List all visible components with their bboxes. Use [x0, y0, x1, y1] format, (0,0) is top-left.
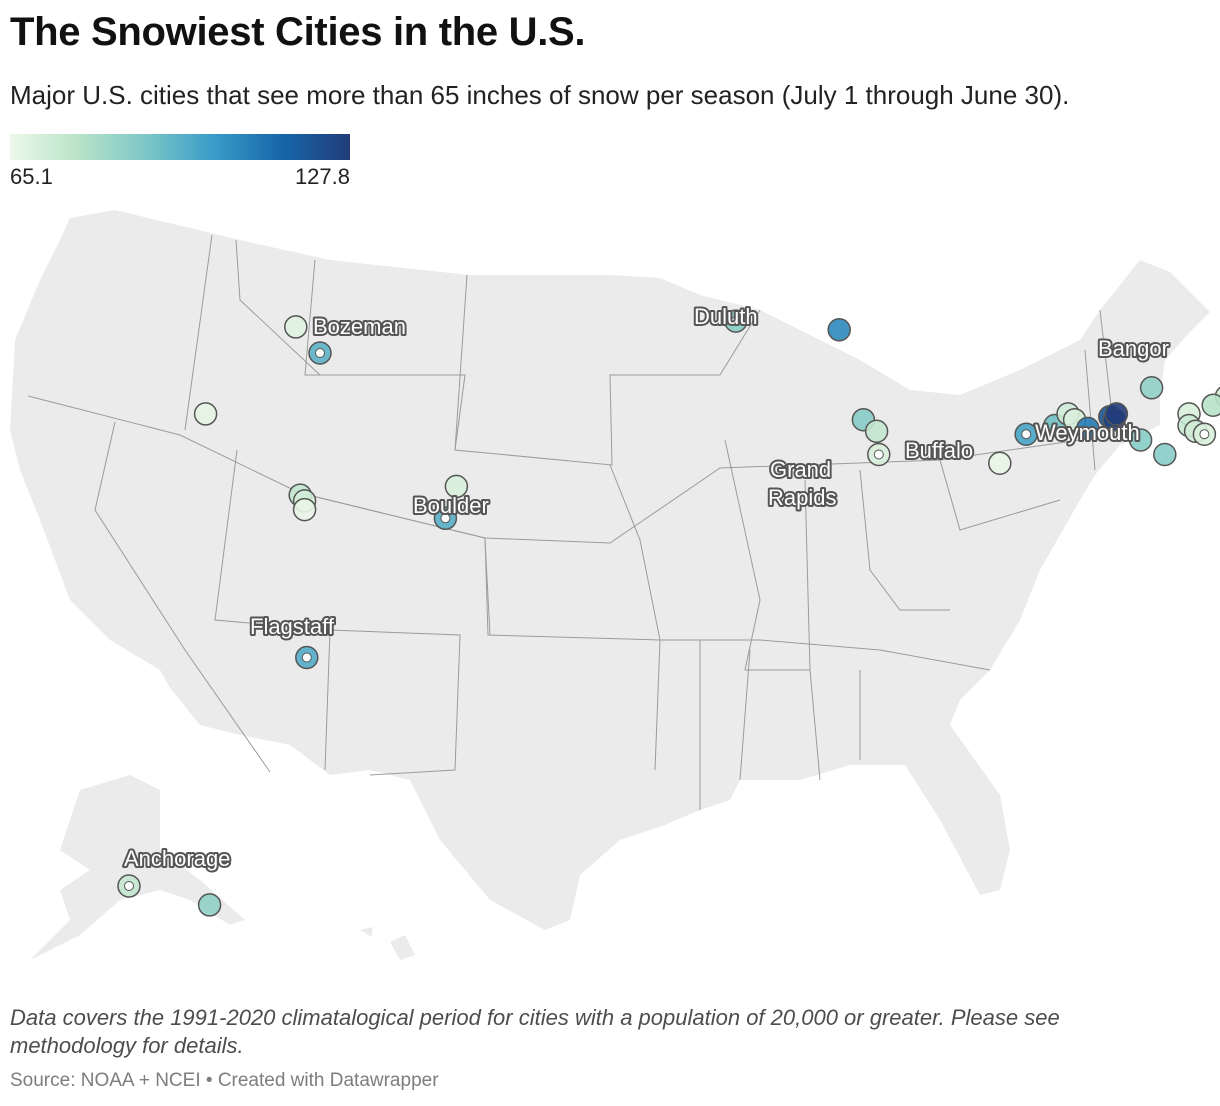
- city-marker[interactable]: [1076, 416, 1100, 441]
- city-marker[interactable]: [444, 474, 469, 499]
- city-marker[interactable]: [284, 315, 308, 339]
- legend-min-label: 65.1: [10, 164, 53, 189]
- color-legend: 65.1 127.8: [10, 134, 350, 189]
- footnote: Data covers the 1991-2020 climatalogical…: [10, 1005, 1060, 1058]
- hawaii-shape: [360, 927, 415, 960]
- labeled-city-dot: [873, 449, 884, 460]
- labeled-city-dot: [301, 652, 312, 663]
- city-label-buffalo: Buffalo: [905, 438, 973, 463]
- us-map: Bozeman Duluth Bangor Weymouth Buffalo G…: [10, 210, 1220, 960]
- city-marker[interactable]: [1201, 393, 1220, 417]
- city-label-boulder: Boulder: [413, 493, 489, 518]
- city-marker[interactable]: [864, 419, 889, 444]
- city-label-grand-rapids-line2: Rapids: [768, 485, 836, 510]
- city-labels: Bozeman Duluth Bangor Weymouth Buffalo G…: [122, 302, 1171, 873]
- labeled-city-dot: [1199, 429, 1210, 440]
- city-marker[interactable]: [197, 893, 222, 917]
- chart-subtitle: Major U.S. cities that see more than 65 …: [10, 80, 1070, 110]
- legend-max-label: 127.8: [294, 164, 350, 189]
- city-label-anchorage: Anchorage: [124, 846, 230, 871]
- state-shapes: [10, 210, 1210, 960]
- chart-title: The Snowiest Cities in the U.S.: [10, 10, 586, 54]
- city-label-bangor: Bangor: [1098, 336, 1169, 361]
- city-label-weymouth: Weymouth: [1035, 420, 1140, 445]
- city-label-bozeman: Bozeman: [313, 314, 406, 339]
- city-marker[interactable]: [988, 451, 1012, 475]
- city-marker[interactable]: [1104, 402, 1129, 426]
- city-marker[interactable]: [292, 497, 317, 522]
- city-label-duluth: Duluth: [694, 304, 758, 329]
- city-marker[interactable]: [1153, 442, 1177, 467]
- city-label-grand-rapids-line1: Grand: [770, 457, 831, 482]
- labeled-city-dot: [124, 881, 134, 891]
- city-markers: [117, 309, 1220, 917]
- source-line: Source: NOAA + NCEI • Created with Dataw…: [10, 1070, 439, 1091]
- labeled-city-dot: [315, 348, 325, 358]
- city-marker[interactable]: [827, 318, 851, 342]
- city-label-flagstaff: Flagstaff: [250, 614, 335, 639]
- city-marker[interactable]: [193, 402, 218, 426]
- labeled-city-dot: [440, 513, 451, 524]
- alaska-shape: [30, 775, 245, 960]
- legend-gradient-bar: [10, 134, 350, 160]
- city-marker[interactable]: [1128, 428, 1153, 452]
- city-marker[interactable]: [1139, 376, 1164, 400]
- contiguous-us-shape: [10, 210, 1210, 930]
- labeled-city-dot: [730, 316, 741, 327]
- labeled-city-dot: [1021, 429, 1032, 440]
